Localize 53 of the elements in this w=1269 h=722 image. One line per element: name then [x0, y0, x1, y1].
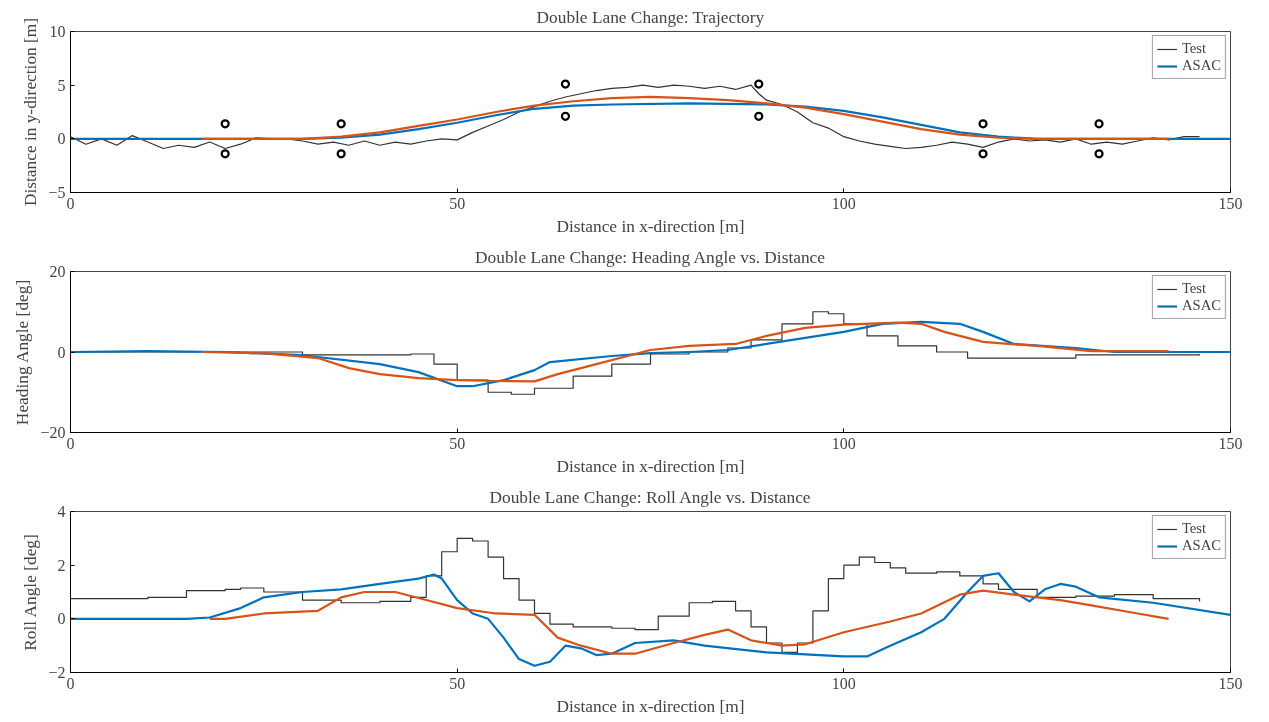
point	[978, 149, 988, 159]
y-tick-label: −2	[48, 664, 66, 681]
x-tick-label: 100	[831, 674, 856, 692]
x-tick-label: 150	[1218, 434, 1243, 452]
point	[336, 119, 346, 129]
line-series	[70, 320, 1231, 388]
y-axis-title: Heading Angle [deg]	[13, 279, 33, 426]
y-axis-title: Roll Angle [deg]	[21, 534, 41, 651]
y-tick-label: −5	[48, 184, 66, 201]
x-tick-label: 100	[831, 434, 856, 452]
legend-label: ASAC	[1181, 537, 1221, 554]
point	[560, 79, 571, 89]
line-series	[200, 321, 1170, 383]
x-axis-title: Distance in x-direction [m]	[556, 216, 745, 236]
line-series	[200, 95, 1170, 140]
y-tick-label: 20	[49, 263, 66, 280]
legend-label: Test	[1181, 40, 1207, 57]
x-tick-label: 50	[449, 194, 466, 212]
y-axis-title: Distance in y-direction [m]	[21, 17, 41, 207]
line-series	[208, 589, 1170, 655]
point	[754, 111, 764, 121]
y-tick-label: 5	[57, 76, 66, 94]
line-series	[70, 572, 1231, 667]
legend-label: Test	[1181, 280, 1207, 297]
y-tick-label: 0	[57, 610, 66, 628]
point	[1094, 119, 1104, 129]
chart-title: Double Lane Change: Roll Angle vs. Distance	[489, 487, 811, 507]
legend-label: ASAC	[1181, 297, 1221, 314]
point	[336, 149, 346, 159]
point	[978, 119, 988, 129]
legend-label: Test	[1181, 520, 1207, 537]
x-tick-label: 150	[1218, 674, 1243, 692]
x-axis-title: Distance in x-direction [m]	[556, 696, 745, 716]
point	[220, 149, 230, 159]
point	[754, 79, 764, 89]
y-tick-label: 10	[49, 23, 66, 40]
x-axis-title: Distance in x-direction [m]	[556, 456, 745, 476]
chart-title: Double Lane Change: Trajectory	[536, 7, 765, 27]
y-tick-label: 4	[57, 503, 66, 520]
y-tick-label: −20	[40, 424, 66, 441]
point	[220, 119, 230, 129]
y-tick-label: 0	[57, 130, 66, 148]
x-tick-label: 50	[449, 434, 466, 452]
y-tick-label: 0	[57, 343, 66, 361]
y-tick-label: 2	[57, 556, 66, 574]
legend-label: ASAC	[1181, 57, 1221, 74]
line-series	[70, 84, 1201, 150]
point	[560, 111, 571, 121]
x-tick-label: 50	[449, 674, 466, 692]
point	[1094, 149, 1104, 159]
x-tick-label: 100	[831, 194, 856, 212]
chart-title: Double Lane Change: Heading Angle vs. Distance	[475, 247, 826, 267]
x-tick-label: 150	[1218, 194, 1243, 212]
